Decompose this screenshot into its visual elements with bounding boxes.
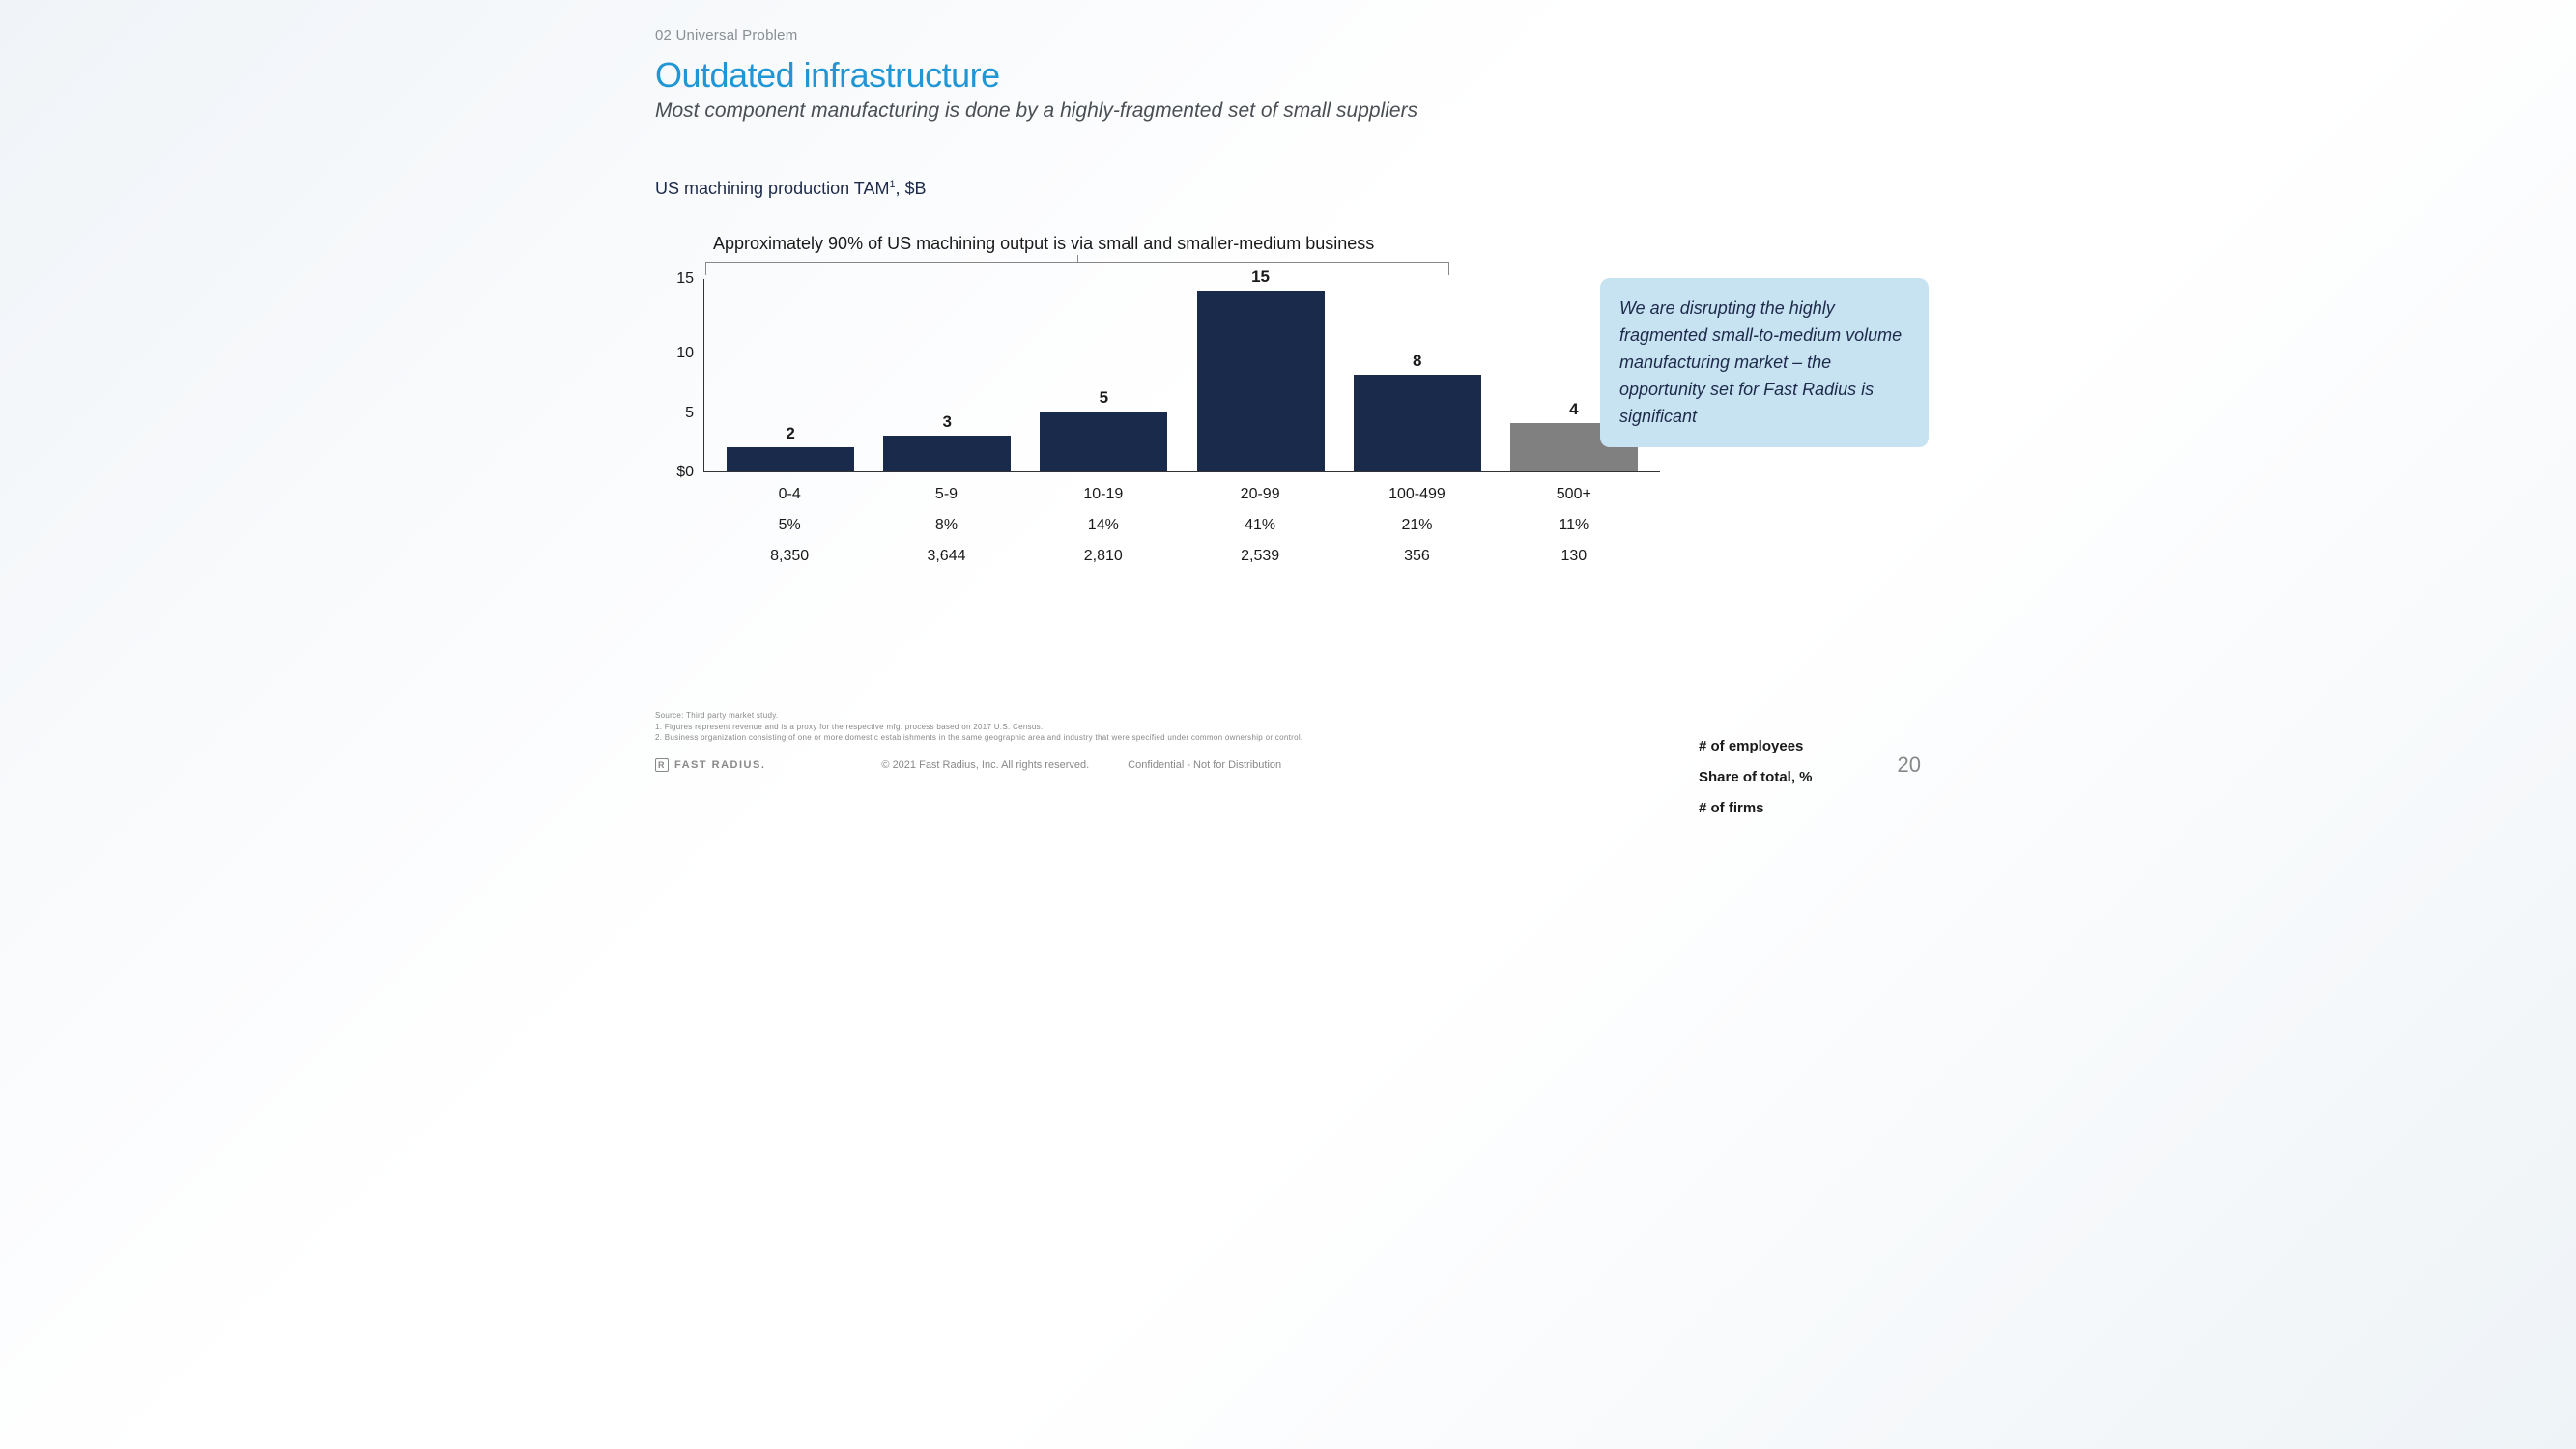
bar-value-label: 5 [1100, 388, 1108, 408]
x-axis-rows: 0-4 5-9 10-19 20-99 100-499 500+ 5% 8% 14% 41% 21%… [703, 486, 1660, 565]
page-subtitle: Most component manufacturing is done by … [655, 99, 1921, 123]
callout-box: We are disrupting the highly fragmented … [1600, 278, 1929, 447]
y-tick: $0 [676, 465, 694, 480]
x-cell: 3,644 [878, 548, 1014, 565]
x-cell: 2,810 [1036, 548, 1171, 565]
confidential: Confidential - Not for Distribution [1128, 759, 1281, 771]
page-title: Outdated infrastructure [655, 55, 1921, 96]
footnotes: Source: Third party market study.1. Figu… [655, 710, 1302, 743]
bar-value-label: 2 [786, 424, 794, 443]
y-tick: 10 [676, 346, 694, 361]
page-number: 20 [1898, 753, 1921, 778]
x-row: 5% 8% 14% 41% 21% 11% [703, 517, 1660, 534]
annotation-bracket [705, 262, 1449, 275]
x-cell: 356 [1349, 548, 1484, 565]
x-cell: 2,539 [1192, 548, 1328, 565]
x-cell: 500+ [1506, 486, 1642, 503]
bar [1354, 375, 1481, 471]
footer: R FAST RADIUS. © 2021 Fast Radius, Inc. … [655, 753, 1921, 778]
y-tick: 15 [676, 271, 694, 287]
bar-value-label: 15 [1251, 268, 1270, 287]
section-label: 02 Universal Problem [655, 27, 1921, 43]
brand: R FAST RADIUS. [655, 758, 765, 772]
y-axis: 15105$0 [655, 279, 703, 472]
bar-group: 3 [879, 412, 1015, 472]
x-cell: 8% [878, 517, 1014, 534]
x-cell: 41% [1192, 517, 1328, 534]
x-cell: 11% [1506, 517, 1642, 534]
x-cell: 5% [722, 517, 857, 534]
brand-icon: R [655, 758, 669, 772]
x-row: 0-4 5-9 10-19 20-99 100-499 500+ [703, 486, 1660, 503]
bar [1040, 412, 1167, 472]
x-cell: 21% [1349, 517, 1484, 534]
footnote-line: Source: Third party market study. [655, 710, 1302, 721]
slide: 02 Universal Problem Outdated infrastruc… [580, 0, 1996, 797]
bar [883, 436, 1011, 472]
bar-group: 15 [1193, 268, 1329, 472]
x-cell: 20-99 [1192, 486, 1328, 503]
x-cell: 130 [1506, 548, 1642, 565]
bar-value-label: 4 [1569, 400, 1578, 419]
x-cell: 14% [1036, 517, 1171, 534]
chart-title: US machining production TAM1, $B [655, 179, 1921, 199]
y-tick: 5 [685, 406, 694, 421]
x-cell: 5-9 [878, 486, 1014, 503]
x-cell: 10-19 [1036, 486, 1171, 503]
footnote-line: 1. Figures represent revenue and is a pr… [655, 722, 1302, 732]
bar-value-label: 3 [943, 412, 952, 432]
chart-annotation: Approximately 90% of US machining output… [713, 234, 1921, 254]
x-cell: 0-4 [722, 486, 857, 503]
copyright: © 2021 Fast Radius, Inc. All rights rese… [881, 759, 1089, 771]
x-row-label: # of firms [1699, 800, 1764, 816]
brand-text: FAST RADIUS. [674, 759, 765, 771]
chart-title-suffix: , $B [895, 179, 926, 198]
bar-value-label: 8 [1413, 352, 1421, 371]
x-cell: 100-499 [1349, 486, 1484, 503]
footnote-line: 2. Business organization consisting of o… [655, 732, 1302, 743]
bar-group: 2 [723, 424, 858, 471]
chart-title-main: US machining production TAM [655, 179, 889, 198]
bar [1197, 291, 1325, 472]
bar-plot: 2351584 [703, 279, 1660, 472]
bar-group: 5 [1036, 388, 1171, 472]
bar [727, 447, 854, 471]
x-cell: 8,350 [722, 548, 857, 565]
bar-group: 8 [1350, 352, 1485, 471]
x-row: 8,350 3,644 2,810 2,539 356 130 [703, 548, 1660, 565]
